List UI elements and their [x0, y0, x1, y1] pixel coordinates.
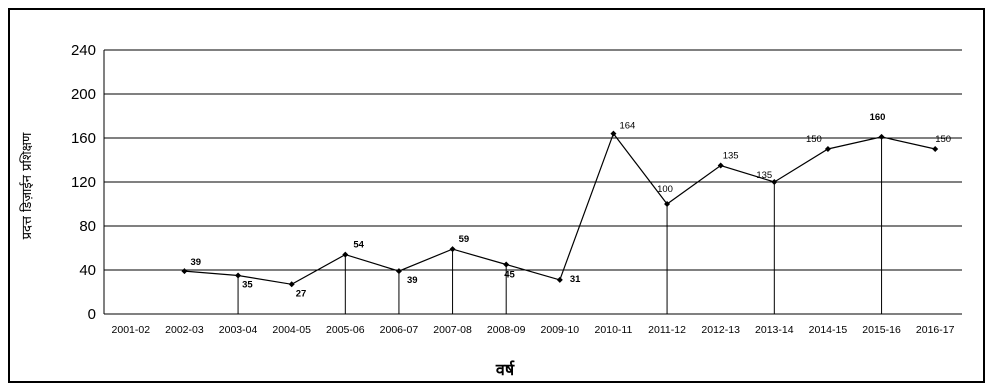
data-point	[395, 268, 402, 275]
data-point	[235, 272, 242, 279]
data-label: 35	[242, 280, 253, 291]
data-label: 100	[657, 184, 673, 195]
y-tick-label: 80	[79, 218, 96, 235]
x-tick-label: 2001-02	[112, 324, 151, 336]
y-tick-label: 240	[71, 42, 96, 59]
data-label: 164	[619, 121, 635, 132]
y-tick-label: 120	[71, 174, 96, 191]
data-point	[717, 162, 724, 169]
y-tick-label: 160	[71, 130, 96, 147]
data-point	[556, 276, 563, 283]
data-label: 54	[353, 240, 364, 251]
data-point	[664, 201, 671, 207]
x-tick-label: 2010-11	[595, 324, 633, 336]
series-line	[184, 132, 936, 285]
y-tick-label: 200	[71, 86, 96, 103]
x-tick-label: 2005-06	[326, 324, 365, 336]
x-tick-label: 2014-15	[809, 324, 848, 336]
y-axis-ticks: 0 40 80 120 160 200 240	[71, 42, 96, 323]
y-tick-label: 0	[88, 306, 96, 323]
x-tick-label: 2006-07	[380, 324, 419, 336]
data-point	[878, 133, 885, 140]
drop-lines	[237, 136, 883, 314]
data-label: 150	[806, 134, 822, 145]
data-point	[181, 268, 188, 275]
y-tick-label: 40	[79, 262, 96, 279]
data-point	[449, 246, 456, 253]
y-axis-label: प्रदत्त डिज़ाईन प्रशिक्षण	[19, 132, 35, 239]
x-tick-label: 2011-12	[648, 324, 686, 336]
x-tick-label: 2003-04	[219, 324, 258, 336]
data-label: 160	[870, 112, 886, 123]
x-tick-label: 2002-03	[165, 324, 204, 336]
data-point	[824, 146, 831, 152]
data-label: 31	[570, 274, 581, 285]
data-label: 59	[459, 234, 470, 245]
data-label: 150	[935, 134, 951, 145]
data-point	[503, 261, 510, 268]
data-label: 27	[296, 288, 307, 299]
x-axis-label: वर्ष	[495, 360, 515, 379]
data-label: 135	[756, 170, 772, 181]
x-tick-label: 2007-08	[433, 324, 472, 336]
data-label: 39	[407, 275, 418, 286]
x-tick-label: 2016-17	[916, 324, 955, 336]
x-tick-label: 2008-09	[487, 324, 526, 336]
chart-frame	[8, 8, 985, 383]
x-tick-label: 2013-14	[755, 324, 794, 336]
data-point	[610, 130, 617, 137]
series-group	[181, 130, 939, 288]
data-label: 45	[504, 270, 515, 281]
data-point	[288, 281, 295, 288]
data-label: 135	[723, 151, 739, 162]
grid-lines	[103, 49, 962, 315]
data-label: 39	[190, 257, 201, 268]
data-point	[342, 251, 349, 258]
data-point	[932, 146, 939, 152]
x-tick-label: 2009-10	[541, 324, 580, 336]
x-tick-label: 2015-16	[862, 324, 901, 336]
data-point	[771, 179, 778, 185]
data-labels: 39 35 27 54 39 59 45 31 164 100 135 135 150 160 150	[190, 112, 951, 299]
x-axis-ticks: 2001-02 2002-03 2003-04 2004-05 2005-06 2006-…	[112, 324, 955, 336]
x-tick-label: 2012-13	[701, 324, 740, 336]
x-tick-label: 2004-05	[272, 324, 311, 336]
